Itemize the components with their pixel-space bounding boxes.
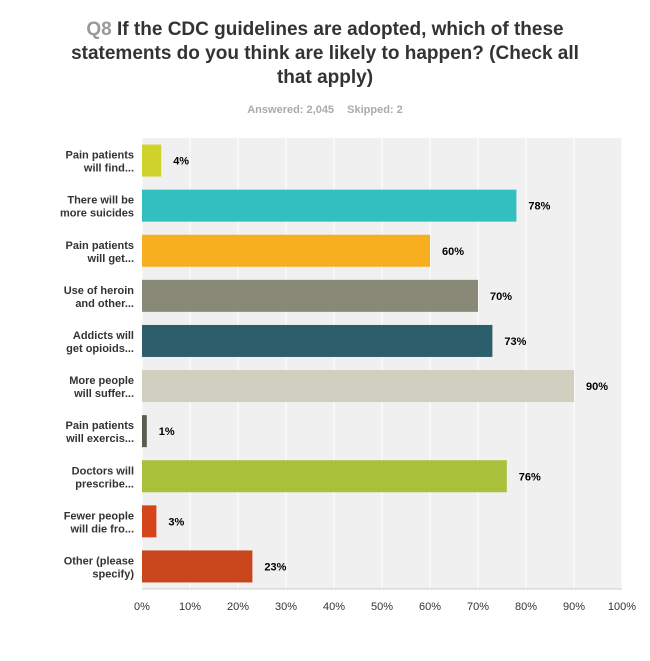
bar — [142, 460, 507, 493]
chart-title: Q8 If the CDC guidelines are adopted, wh… — [60, 18, 590, 90]
category-label: Pain patients will get... — [66, 240, 134, 265]
question-text: If the CDC guidelines are adopted, which… — [71, 19, 579, 88]
x-tick-label: 50% — [371, 601, 393, 613]
bar — [142, 189, 517, 222]
data-label: 4% — [173, 156, 189, 168]
category-label: Pain patients will exercis... — [65, 420, 134, 445]
category-label: Fewer people will die fro... — [64, 510, 134, 535]
x-axis-ticks: 0% 10% 20% 30% 40% 50% 60% 70% 80% 90% 100% — [134, 601, 636, 613]
x-tick-label: 20% — [227, 601, 249, 613]
category-label: Use of heroin and other... — [64, 285, 135, 310]
bar — [142, 415, 147, 448]
category-label: Addicts will get opioids... — [66, 330, 134, 355]
bar — [142, 370, 574, 403]
data-label: 76% — [519, 471, 541, 483]
data-label: 78% — [528, 201, 550, 213]
data-label: 60% — [442, 246, 464, 258]
bar — [142, 279, 478, 312]
category-label: There will be more suicides — [60, 195, 134, 220]
data-label: 73% — [504, 336, 526, 348]
x-tick-label: 70% — [467, 601, 489, 613]
category-label: Other (please specify) — [64, 555, 135, 580]
x-tick-label: 60% — [419, 601, 441, 613]
question-number: Q8 — [86, 19, 112, 40]
x-tick-label: 90% — [563, 601, 585, 613]
category-labels: Pain patients will find... There will be mo… — [60, 150, 134, 581]
bar — [142, 144, 162, 177]
data-label: 90% — [586, 381, 608, 393]
bar — [142, 324, 493, 357]
data-label: 1% — [159, 426, 175, 438]
answered-count: Answered: 2,045 — [247, 104, 335, 116]
bar — [142, 234, 430, 267]
response-summary: Answered: 2,045 Skipped: 2 — [0, 104, 650, 116]
category-label: Doctors will prescribe... — [72, 465, 134, 490]
category-label: More people will suffer... — [69, 375, 134, 400]
bars — [142, 144, 574, 583]
x-tick-label: 30% — [275, 601, 297, 613]
value-labels: 4% 78% 60% 70% 73% 90% 1% 76% 3% 23% — [159, 156, 608, 574]
x-tick-label: 40% — [323, 601, 345, 613]
x-tick-label: 80% — [515, 601, 537, 613]
bar — [142, 505, 157, 538]
x-tick-label: 100% — [608, 601, 636, 613]
data-label: 23% — [264, 561, 286, 573]
x-tick-label: 10% — [179, 601, 201, 613]
category-label: Pain patients will find... — [66, 150, 134, 175]
data-label: 3% — [168, 516, 184, 528]
skipped-count: Skipped: 2 — [347, 104, 403, 116]
x-tick-label: 0% — [134, 601, 150, 613]
bar — [142, 550, 253, 583]
data-label: 70% — [490, 291, 512, 303]
